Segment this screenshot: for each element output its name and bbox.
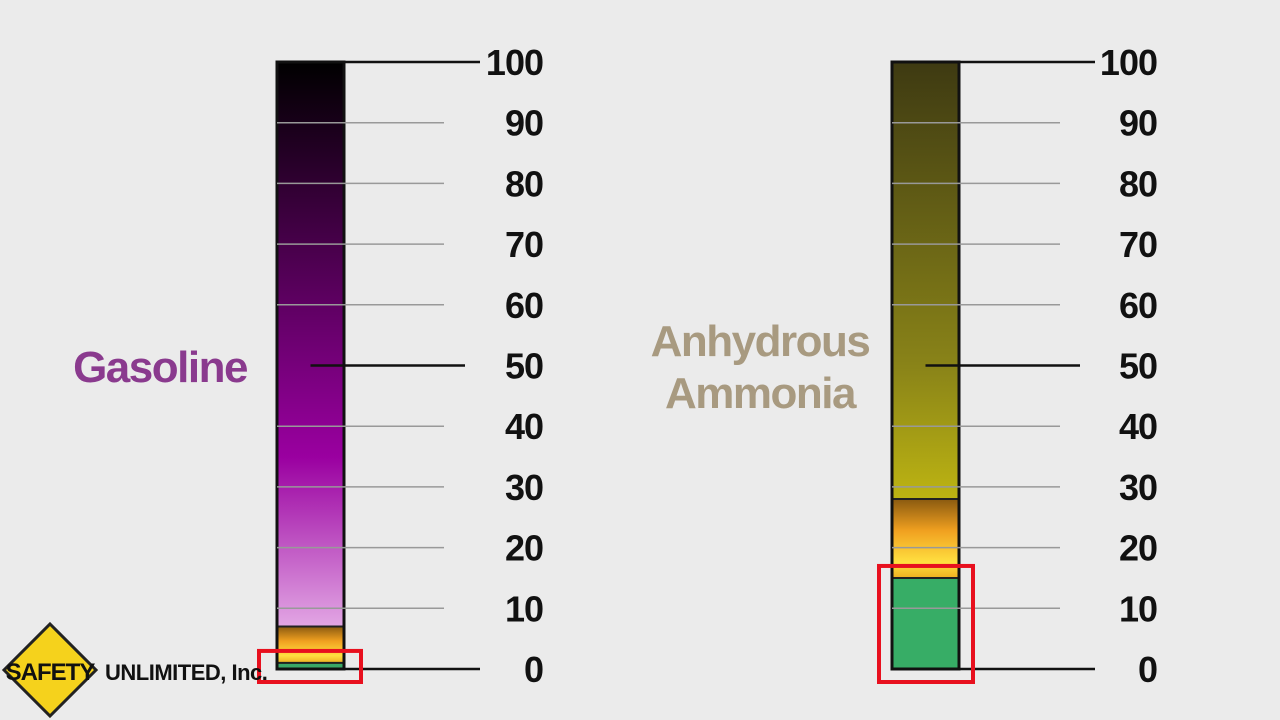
too-lean-safe-zone [277,662,344,669]
tick-label: 70 [1119,224,1157,265]
company-logo: SAFETY UNLIMITED, Inc. [1,621,268,719]
flammable-range-flame [277,626,344,663]
highlight-box [877,563,975,685]
tick-label: 20 [1119,528,1157,569]
tick-label: 10 [1119,588,1157,629]
tick-label: 10 [505,588,543,629]
substance-title: Ammonia [665,369,857,418]
tick-label: 30 [505,467,543,508]
safety-diamond-icon [1,621,99,719]
substance-title: Gasoline [73,343,247,392]
highlight-box [257,648,363,684]
tick-label: 90 [505,103,543,144]
tick-label: 40 [505,406,543,447]
tick-label: 90 [1119,103,1157,144]
tick-label: 0 [524,649,543,690]
tick-label: 50 [1119,346,1157,387]
logo-badge-text: SAFETY [6,659,96,686]
tick-label: 60 [505,285,543,326]
tick-label: 100 [486,42,543,83]
too-lean-safe-zone [892,577,959,669]
tick-label: 30 [1119,467,1157,508]
too-rich-zone [892,62,959,500]
substance-title: Anhydrous [651,317,870,366]
logo-company-text: UNLIMITED, Inc. [105,660,267,685]
tick-label: 0 [1138,649,1157,690]
tick-label: 80 [505,163,543,204]
tick-label: 50 [505,346,543,387]
gauge-gasoline: 0 10 20 30 40 50 60 70 80 90 100 Gasoline [73,42,544,690]
tick-label: 20 [505,528,543,569]
tick-label: 60 [1119,285,1157,326]
tick-label: 70 [505,224,543,265]
too-rich-zone [277,62,344,627]
tick-label: 40 [1119,406,1157,447]
tick-label: 80 [1119,163,1157,204]
tick-label: 100 [1100,42,1157,83]
